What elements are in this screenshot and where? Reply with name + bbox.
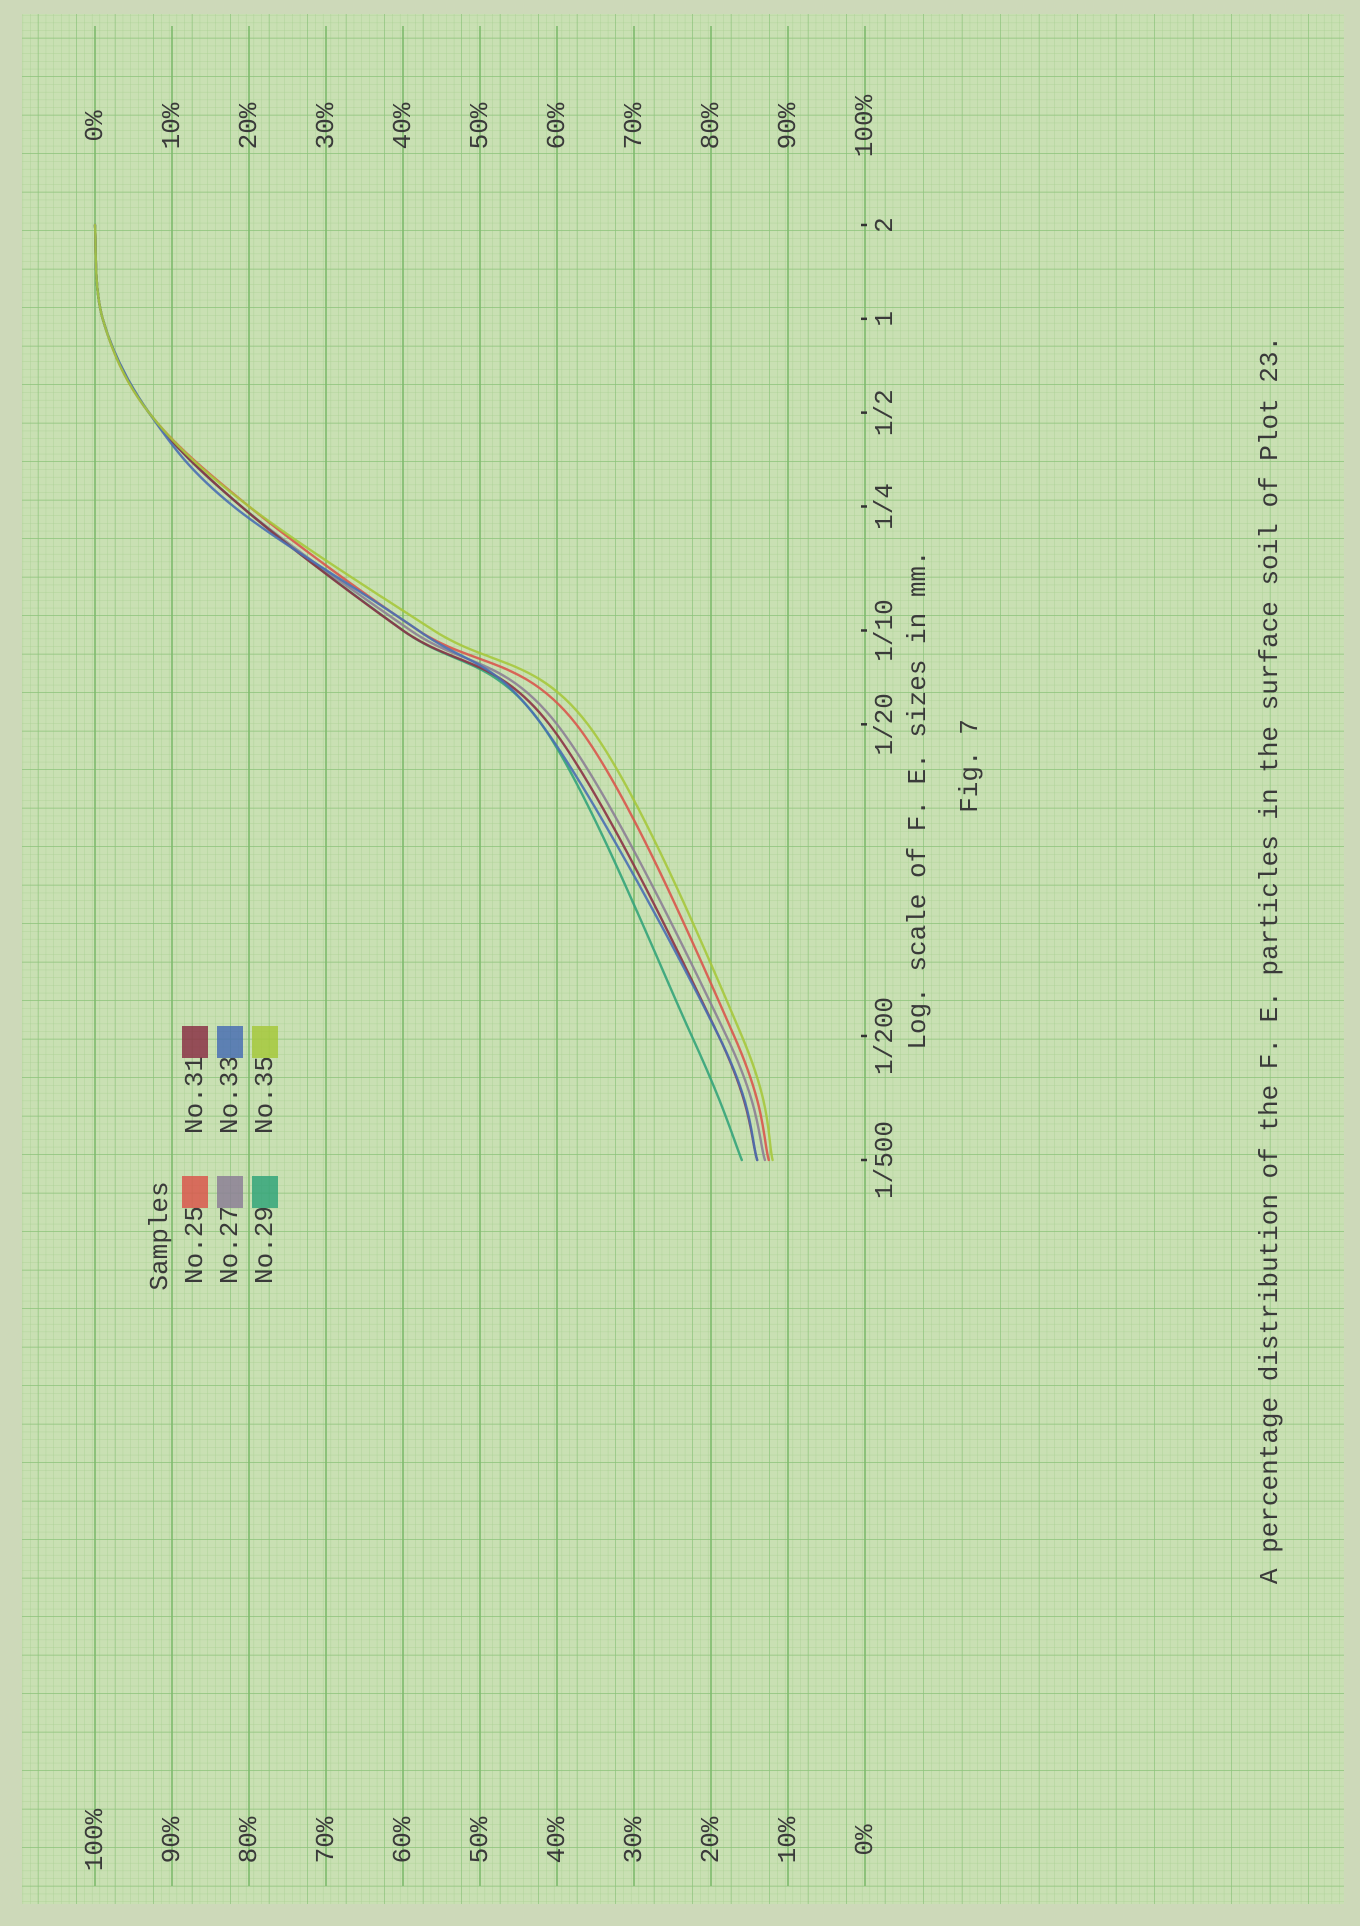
y2-tick-label: 80%	[696, 102, 726, 149]
y-tick-label: 100%	[80, 1808, 110, 1871]
x-tick-label: 1/2	[870, 389, 900, 436]
legend-swatch	[182, 1176, 208, 1208]
y-tick-label: 0%	[850, 1824, 880, 1856]
y2-tick-label: 60%	[542, 102, 572, 149]
y-tick-label: 60%	[388, 1816, 418, 1863]
x-tick-label: 1/200	[870, 997, 900, 1075]
paper-grid	[22, 14, 1344, 1904]
x-tick-label: 1/10	[870, 599, 900, 661]
y-tick-label: 40%	[542, 1816, 572, 1863]
legend-swatch	[252, 1176, 278, 1208]
y2-tick-label: 70%	[619, 102, 649, 149]
legend-title: Samples	[145, 1181, 175, 1290]
chart-title: A percentage distribution of the F. E. p…	[1255, 336, 1285, 1584]
y-tick-label: 50%	[465, 1816, 495, 1863]
legend-label: No.33	[215, 1056, 245, 1134]
x-tick-label: 1	[870, 311, 900, 327]
y-tick-label: 10%	[773, 1816, 803, 1863]
y2-tick-label: 0%	[80, 110, 110, 142]
y-tick-label: 80%	[234, 1816, 264, 1863]
legend-label: No.27	[215, 1206, 245, 1284]
legend-swatch	[182, 1026, 208, 1058]
x-tick-label: 2	[870, 217, 900, 233]
y2-tick-label: 90%	[773, 102, 803, 149]
x-axis-label: Log. scale of F. E. sizes in mm.	[903, 550, 933, 1049]
x-tick-label: 1/20	[870, 693, 900, 755]
figure-label: Fig. 7	[955, 719, 985, 813]
y2-tick-label: 50%	[465, 102, 495, 149]
legend-label: No.31	[180, 1056, 210, 1134]
y2-tick-label: 20%	[234, 102, 264, 149]
legend-swatch	[217, 1176, 243, 1208]
legend-label: No.35	[250, 1056, 280, 1134]
legend-swatch	[217, 1026, 243, 1058]
legend-label: No.29	[250, 1206, 280, 1284]
y2-tick-label: 10%	[157, 102, 187, 149]
x-tick-label: 1/4	[870, 483, 900, 530]
y-tick-label: 30%	[619, 1816, 649, 1863]
legend-swatch	[252, 1026, 278, 1058]
x-tick-label: 1/500	[870, 1121, 900, 1199]
y2-tick-label: 100%	[850, 94, 880, 157]
y-tick-label: 90%	[157, 1816, 187, 1863]
y-tick-label: 20%	[696, 1816, 726, 1863]
y2-tick-label: 30%	[311, 102, 341, 149]
y-tick-label: 70%	[311, 1816, 341, 1863]
legend-label: No.25	[180, 1206, 210, 1284]
chart: A percentage distribution of the F. E. p…	[0, 0, 1360, 1926]
y2-tick-label: 40%	[388, 102, 418, 149]
